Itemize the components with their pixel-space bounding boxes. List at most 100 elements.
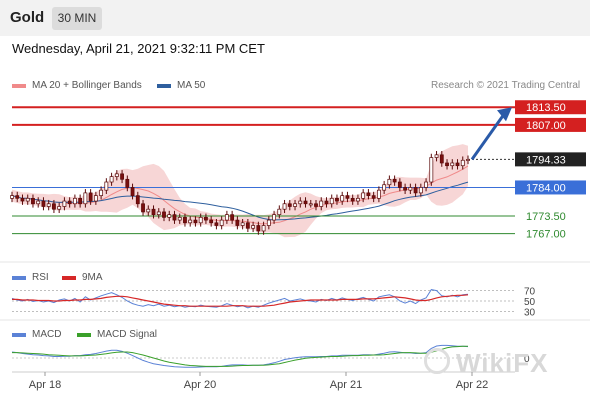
macd-swatch [12,332,26,337]
candle-body [15,195,20,199]
candle-body [245,222,250,229]
candle-body [25,197,30,202]
top-toolbar: Gold 30 MIN [0,0,590,36]
candle-body [240,222,245,226]
candle-body [366,192,371,196]
candle-body [450,162,455,167]
candle-body [382,184,387,191]
candle-body [272,214,276,221]
rsi-9ma-label: 9MA [82,272,103,283]
level-label-1767.00: 1767.00 [526,229,566,241]
ma50-line [11,181,469,221]
level-label-1773.50: 1773.50 [526,211,566,223]
macd-legend-label: MACD [32,329,62,340]
candle-body [99,189,104,196]
price-legend-ma20: MA 20 + Bollinger Bands [12,80,142,91]
candle-body [392,178,397,183]
candle-body [62,200,67,207]
candle-body [282,203,287,210]
candle-body [162,211,166,218]
level-tag-1794.33 [515,152,586,167]
candle-body [31,197,35,205]
candle-body [455,162,460,167]
candle-body [466,159,470,161]
candle-body [219,219,224,226]
x-tick-label: Apr 18 [29,379,61,391]
candle-body [177,217,182,221]
candle-body [251,225,256,229]
rsi-legend-9ma: 9MA [62,272,103,283]
candle-body [72,197,77,205]
rsi-legend-label: RSI [32,272,49,283]
candle-body [319,200,324,207]
candle-body [146,208,151,213]
ma20-label: MA 20 + Bollinger Bands [32,80,142,91]
candle-body [88,192,93,202]
candle-body [151,208,156,215]
macd-legend-macd: MACD [12,329,61,340]
level-label-1813.50: 1813.50 [526,102,566,114]
candle-body [340,195,345,202]
candle-body [287,203,292,207]
candle-body [345,195,350,199]
x-tick-label: Apr 22 [456,379,488,391]
candle-body [445,162,449,167]
ma50-label: MA 50 [177,80,206,91]
candle-body [156,211,161,215]
macd-tick-0: 0 [524,354,530,365]
ma20-line [11,165,469,225]
candle-body [67,200,72,205]
candle-body [308,203,313,206]
candle-body [167,214,172,218]
candle-body [371,195,376,199]
candle-body [46,203,51,207]
rsi-9ma-swatch [62,275,76,280]
price-legend-ma50: MA 50 [157,80,205,91]
candle-body [183,217,187,224]
candle-body [198,217,203,224]
macd-signal-line [12,345,468,367]
rsi-tick-50: 50 [524,297,536,308]
candle-body [125,178,130,188]
candle-body [83,192,88,205]
candle-body [361,192,366,199]
candle-body [314,203,318,207]
projection-arrow-head [497,107,512,122]
candle-body [460,159,465,167]
research-credit: Research © 2021 Trading Central [431,80,581,91]
candle-body [387,178,392,186]
candle-body [120,173,124,180]
watermark: WikiFX [456,348,549,378]
candle-body [109,176,114,183]
asset-title: Gold [10,9,45,26]
rsi-tick-30: 30 [524,307,536,318]
macd-signal-swatch [77,332,91,337]
candle-body [114,173,119,177]
candle-body [104,181,109,191]
watermark-icon [424,348,450,374]
projection-arrow-shaft [470,113,506,161]
candle-body [329,197,334,205]
level-label-1807.00: 1807.00 [526,120,566,132]
candle-body [350,197,355,202]
rsi-swatch [12,275,26,280]
macd-signal-label: MACD Signal [97,329,158,340]
candle-body [439,154,444,164]
timeframe-button[interactable]: 30 MIN [52,7,102,30]
candle-body [57,206,62,210]
timestamp: Wednesday, April 21, 2021 9:32:11 PM CET [12,41,265,56]
candle-body [298,200,303,205]
candle-body [424,181,428,188]
candle-body [41,200,46,207]
rsi-line [11,289,469,309]
candle-body [397,181,402,188]
candle-body [209,219,214,224]
macd-line [11,344,469,368]
ma50-swatch [157,83,171,88]
candle-body [408,187,413,191]
candle-body [204,217,208,221]
candle-body [36,200,41,205]
bollinger-band [12,144,468,238]
candle-body [230,214,235,221]
